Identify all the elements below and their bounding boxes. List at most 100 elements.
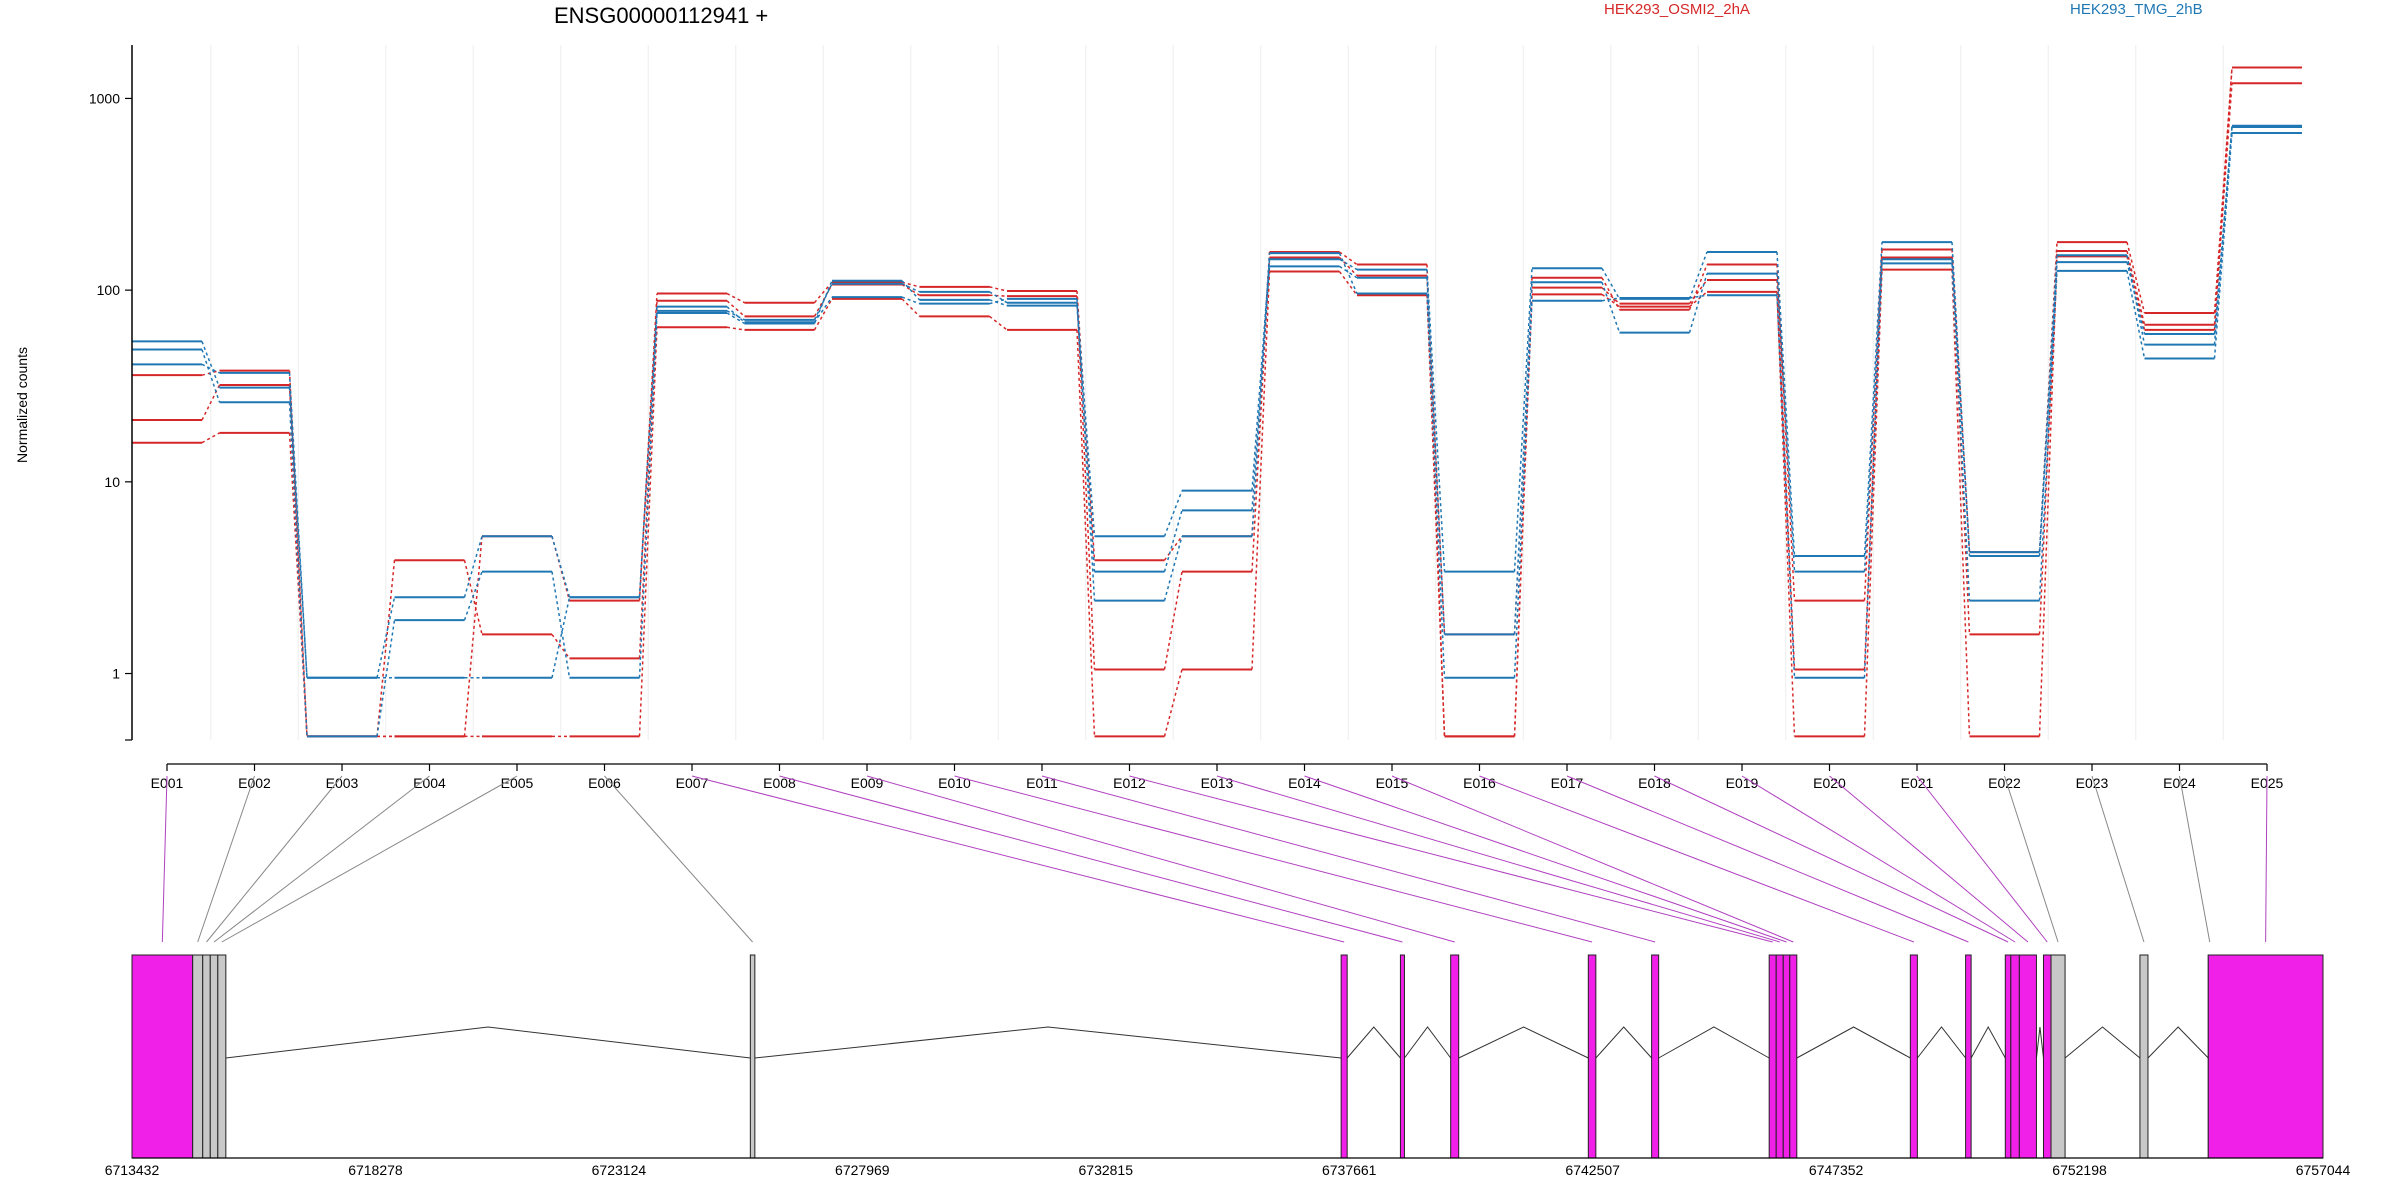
exon-box [2139,954,2149,1159]
series-connector [1863,259,1883,678]
series-connector [1426,293,1446,678]
series-connector [813,281,833,304]
series-connector [638,327,658,737]
y-tick-label: 1 [112,666,120,682]
series-red-0 [132,66,2302,738]
intron-line [754,1026,1342,1059]
series-connector [1251,259,1271,491]
series-red-2 [132,66,2302,738]
exon-box [1587,954,1597,1159]
series-connector [1338,256,1358,277]
series-connector [2038,255,2058,553]
series-connector [813,296,833,323]
series-connector [2213,67,2233,314]
series-connector [201,384,221,421]
series-connector [813,280,833,324]
series-connector [1601,297,1620,302]
series-connector [1163,490,1183,537]
exon-connector [1654,775,2009,943]
vertical-gridlines [210,45,2224,740]
x-tick-label: E005 [501,775,534,791]
x-tick-label: E014 [1288,775,1321,791]
x-tick-label: E010 [938,775,971,791]
series-connector [989,286,1008,292]
series-connector [1426,269,1446,572]
series-connector [1776,264,1796,601]
intron-line [1658,1026,1770,1059]
series-connector [638,306,658,598]
series-connector [1776,273,1796,572]
y-tick-label: 1000 [89,90,120,106]
exon-connector [2091,775,2145,943]
coord-label: 6723124 [592,1162,647,1178]
intron-line [1916,1026,1966,1059]
series-connector [1863,257,1883,670]
exon-box [202,954,211,1159]
exon-connector [1216,775,1780,943]
exon-box [2004,954,2012,1159]
coord-label: 6737661 [1322,1162,1377,1178]
series-connector [1076,329,1096,737]
exon-box [1651,954,1660,1159]
x-tick-label: E009 [851,775,884,791]
exon-box [1450,954,1460,1159]
x-tick-label: E007 [676,775,709,791]
series-connector [1601,281,1621,333]
series-connector [463,571,483,621]
series-connector [1163,535,1183,561]
intron-line [2035,1026,2044,1059]
series-connector [1338,252,1358,294]
series-connector [638,312,658,678]
intron-line [225,1026,751,1059]
exon-box [1965,954,1972,1159]
series-connector [551,597,571,678]
exon-connector [691,775,1345,943]
series-connector [813,283,833,321]
exon-connector [866,775,1455,943]
coord-label: 6713432 [105,1162,160,1178]
exon-box [1789,954,1798,1159]
intron-line [1404,1026,1452,1059]
exon-box [1399,954,1405,1159]
series-connector [1251,257,1271,572]
series-connector [551,536,571,601]
y-tick-label: 100 [97,282,121,298]
series-red-1 [132,82,2302,738]
exon-connector [206,775,343,943]
series-connector [288,387,308,678]
x-tick-label: E006 [588,775,621,791]
exon-box [2010,954,2020,1159]
series-connector [901,280,921,301]
intron-line [2147,1026,2209,1059]
x-tick-label: E004 [413,775,446,791]
x-tick-label: E012 [1113,775,1146,791]
series-connector [2038,262,2058,557]
legend-entry-osmi2: HEK293_OSMI2_2hA [1604,1,1750,18]
x-tick-label: E011 [1026,775,1058,791]
series-connector [1513,294,1533,737]
x-tick-label: E019 [1726,775,1759,791]
coord-label: 6757044 [2296,1162,2351,1178]
exon-connector [1829,775,2029,943]
series-connector [2213,125,2233,345]
exon-connector [1304,775,1787,943]
exon-box [2018,954,2037,1159]
x-tick-label: E022 [1988,775,2021,791]
exon-box [2207,954,2324,1159]
x-tick-label: E023 [2076,775,2109,791]
exon-box [749,954,756,1159]
intron-line [1346,1026,1401,1059]
series-connector [1689,291,1708,308]
exon-connector [2004,775,2059,943]
series-connector [1513,268,1533,572]
series-connector [1251,253,1271,537]
series-connector [1601,287,1621,305]
x-axis: E001 E002 E003 E004 E005 E006 E007 E008 E009 E010… [151,763,2284,791]
exon-connector [1479,775,1915,943]
x-tick-label: E003 [326,775,359,791]
coord-label: 6718278 [348,1162,403,1178]
exon-connector-lines [161,775,2268,943]
x-tick-label: E020 [1813,775,1846,791]
exon-connector [2179,775,2211,943]
series-connector [989,315,1008,331]
